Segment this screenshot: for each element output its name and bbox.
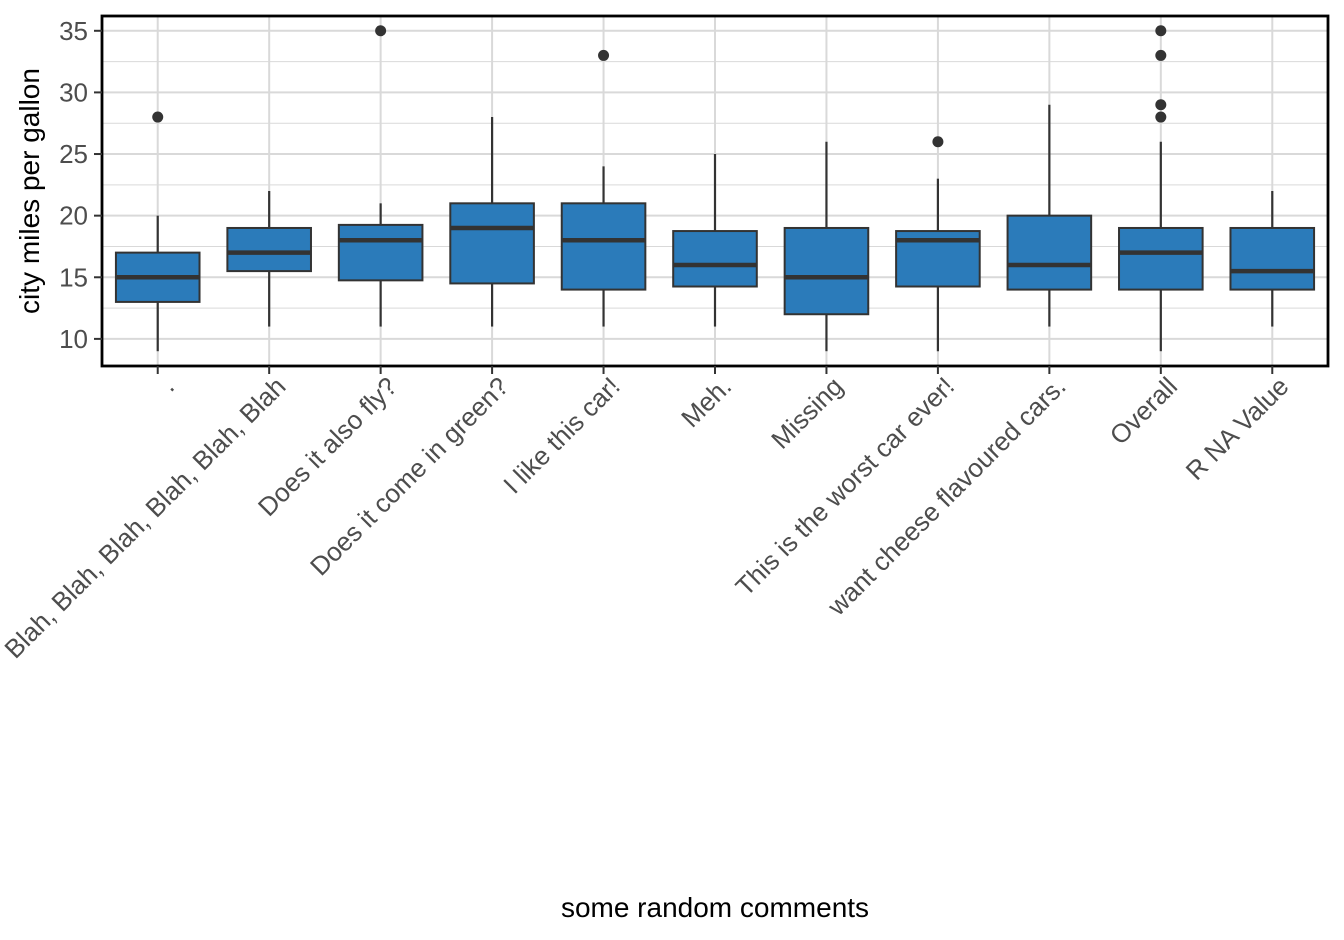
outlier-point [152, 111, 164, 123]
box-1 [226, 191, 312, 327]
x-tick-label: Does it come in green? [304, 371, 514, 581]
box-10 [1229, 191, 1316, 327]
box-iqr [1118, 226, 1204, 291]
x-tick-label: I like this car! [497, 371, 625, 499]
y-tick-label: 35 [59, 16, 88, 46]
box-3 [449, 117, 535, 327]
x-tick-label: . [154, 371, 180, 397]
outlier-point [1155, 25, 1167, 37]
box-2 [337, 25, 424, 327]
x-tick-label: Overall [1104, 371, 1183, 450]
x-tick-label: This is the worst car ever! [729, 371, 960, 602]
outlier-point [1155, 99, 1167, 111]
x-axis: .Blah, Blah, Blah, Blah, Blah, BlahDoes … [0, 366, 1295, 664]
y-tick-label: 10 [59, 324, 88, 354]
outlier-point [1155, 111, 1167, 123]
y-axis-title: city miles per gallon [14, 68, 45, 314]
box-6 [783, 141, 870, 352]
box-iqr [783, 226, 870, 316]
box-8 [1006, 104, 1093, 327]
box-5 [672, 154, 758, 327]
x-tick-label: R NA Value [1180, 371, 1295, 486]
x-tick-label: Missing [765, 371, 849, 455]
boxplot-series [114, 25, 1316, 352]
box-iqr [226, 226, 312, 273]
x-tick-label: want cheese flavoured cars. [821, 371, 1072, 622]
box-iqr [1229, 226, 1316, 291]
box-4 [560, 49, 647, 327]
outlier-point [1155, 49, 1167, 61]
outlier-point [375, 25, 387, 37]
x-axis-title: some random comments [561, 892, 869, 923]
box-iqr [672, 230, 758, 288]
outlier-point [932, 136, 944, 148]
box-iqr [337, 223, 424, 282]
outlier-point [598, 49, 610, 61]
x-tick-label: Blah, Blah, Blah, Blah, Blah, Blah [0, 371, 291, 664]
box-iqr [560, 202, 647, 291]
box-7 [895, 136, 981, 352]
y-axis: 10 15 20 25 30 35 [59, 16, 102, 354]
x-tick-label: Meh. [675, 371, 737, 433]
box-0 [114, 111, 201, 352]
y-tick-label: 15 [59, 262, 88, 292]
box-9 [1118, 25, 1204, 352]
y-tick-label: 20 [59, 201, 88, 231]
box-iqr [1006, 214, 1093, 291]
box-iqr [449, 202, 535, 285]
y-tick-label: 30 [59, 77, 88, 107]
y-tick-label: 25 [59, 139, 88, 169]
